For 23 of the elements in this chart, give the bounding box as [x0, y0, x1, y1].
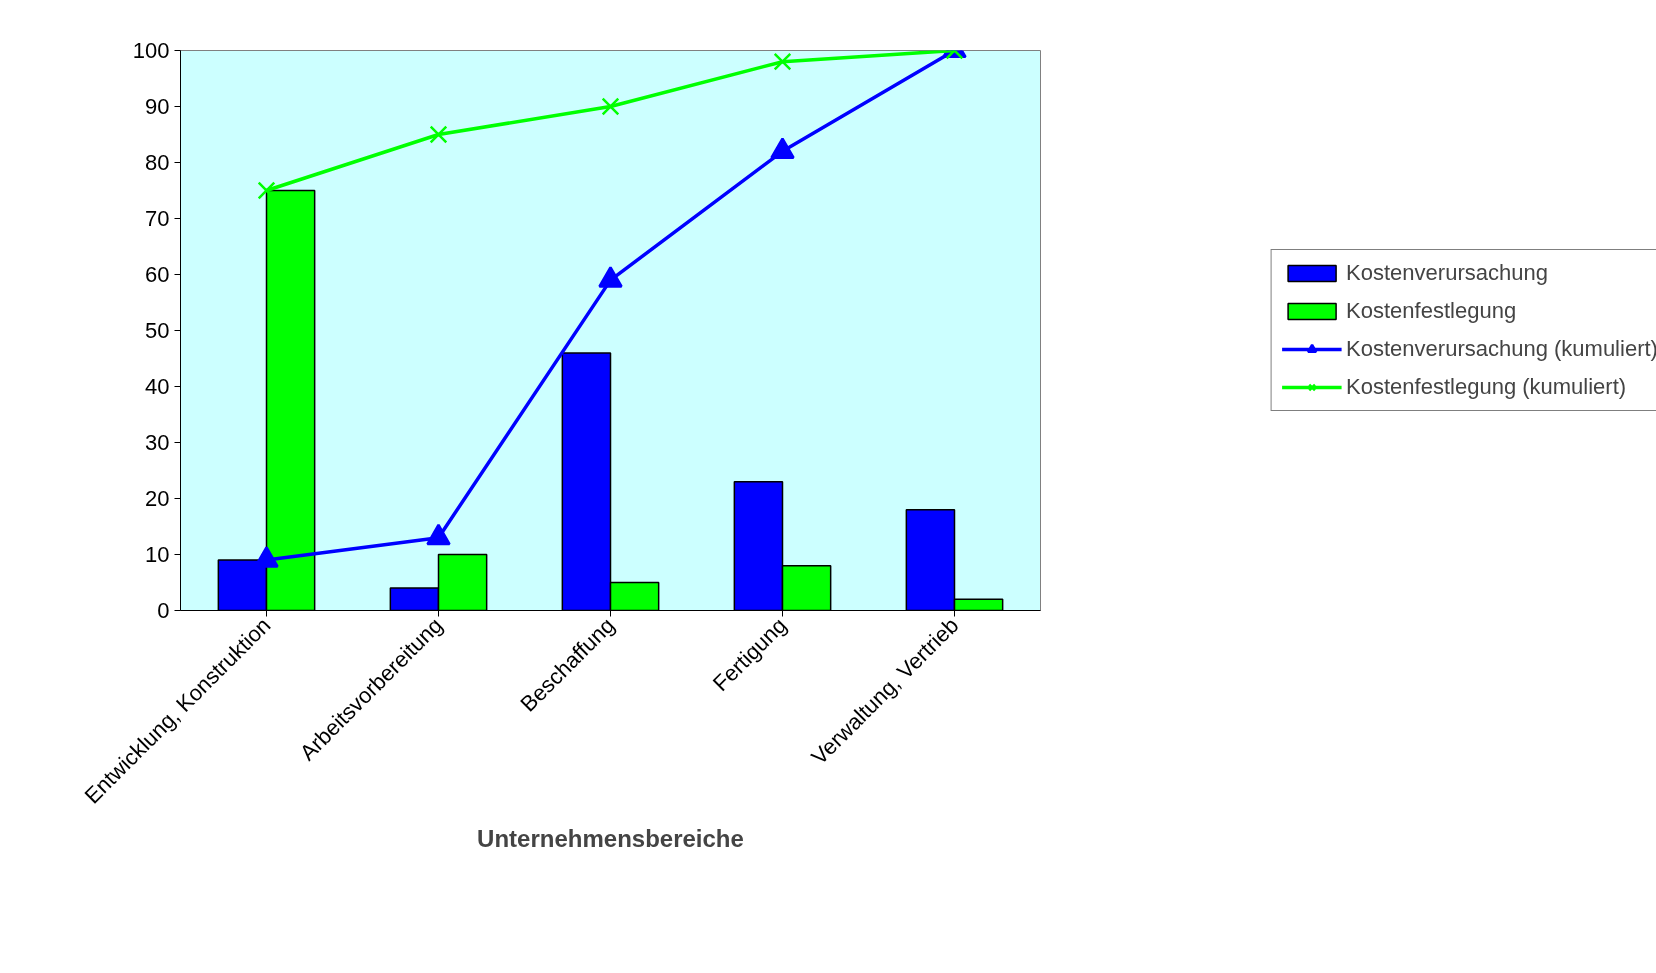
- y-tick-label: 20: [145, 486, 170, 511]
- point: [426, 523, 451, 546]
- y-tick-label: 10: [145, 542, 170, 567]
- x-axis-title: Unternehmensbereiche: [477, 825, 744, 853]
- point: [601, 97, 620, 116]
- legend-label: Kostenfestlegung: [1346, 298, 1517, 324]
- y-tick-label: 100: [132, 38, 170, 63]
- point: [254, 546, 279, 568]
- legend-label: Kostenverursachung (kumuliert): [1346, 336, 1656, 362]
- y-tick-label: 60: [145, 262, 170, 287]
- point: [429, 125, 448, 144]
- legend-label: Kostenverursachung: [1346, 260, 1548, 286]
- y-tick-label: 50: [145, 318, 170, 343]
- y-tick-label: 90: [145, 94, 170, 119]
- y-tick-label: 70: [145, 206, 170, 231]
- y-tick-label: 80: [145, 150, 170, 175]
- legend-label: Kostenfestlegung (kumuliert): [1346, 374, 1627, 400]
- point: [773, 52, 792, 71]
- y-tick-label: 30: [145, 430, 170, 455]
- y-tick-label: 0: [157, 598, 170, 623]
- y-tick-label: 40: [145, 374, 170, 399]
- point: [598, 266, 623, 288]
- point: [257, 181, 276, 200]
